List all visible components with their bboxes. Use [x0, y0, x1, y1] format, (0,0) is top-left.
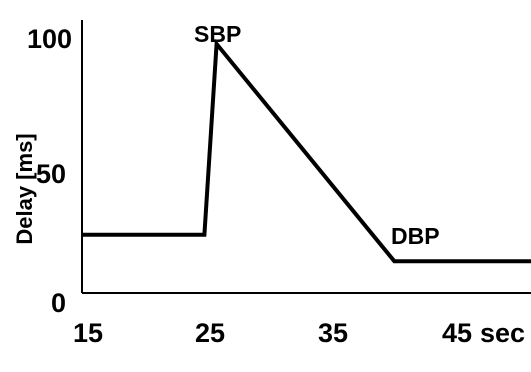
y-tick-label-0: 0 — [51, 288, 66, 318]
annotation-dbp: DBP — [391, 223, 440, 249]
series-line — [82, 38, 531, 264]
y-tick-label-100: 100 — [27, 24, 72, 54]
y-axis-label: Delay [ms] — [12, 133, 37, 244]
x-tick-label-25: 25 — [195, 318, 225, 348]
annotation-sbp: SBP — [194, 21, 241, 47]
x-tick-label-45: 45 — [442, 318, 472, 348]
y-tick-label-50: 50 — [36, 159, 66, 189]
x-tick-label-35: 35 — [318, 318, 348, 348]
x-unit-label: sec — [480, 318, 525, 348]
x-tick-label-15: 15 — [73, 318, 103, 348]
